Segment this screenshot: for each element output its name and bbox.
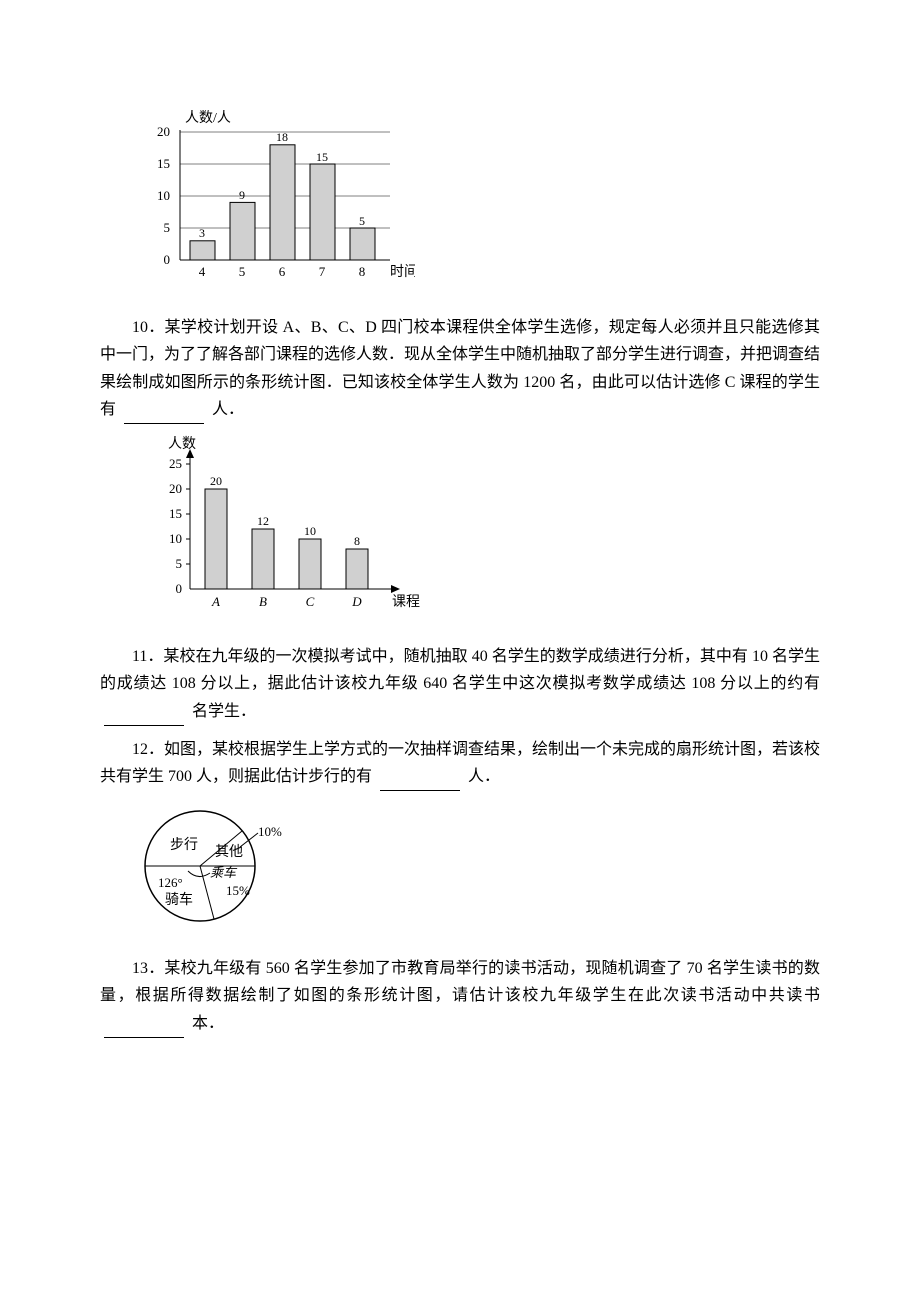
chart2-container: 人数 5 10 15 20 25 0 20 12 10 8 A B C D 课程 <box>130 434 820 628</box>
chart1-bar-label: 18 <box>276 130 288 144</box>
chart2-xtick: B <box>259 594 267 609</box>
chart1-bar <box>270 145 295 260</box>
q11-after: 名学生． <box>192 703 256 720</box>
chart1-ytick: 10 <box>157 188 170 203</box>
chart2-x-arrow <box>391 585 400 593</box>
pie-leader <box>240 833 258 847</box>
chart2-xtick: C <box>306 594 315 609</box>
chart1-xtick: 7 <box>319 264 326 279</box>
chart2-xtick: A <box>211 594 220 609</box>
q13-text: 13．某校九年级有 560 名学生参加了市教育局举行的读书活动，现随机调查了 7… <box>100 955 820 1038</box>
q11-text: 11．某校在九年级的一次模拟考试中，随机抽取 40 名学生的数学成绩进行分析，其… <box>100 643 820 726</box>
chart1-bar <box>230 202 255 260</box>
q10-text: 10．某学校计划开设 A、B、C、D 四门校本课程供全体学生选修，规定每人必须并… <box>100 314 820 424</box>
pie-car-pct: 15% <box>226 883 250 898</box>
q11-before: 11．某校在九年级的一次模拟考试中，随机抽取 40 名学生的数学成绩进行分析，其… <box>100 648 820 692</box>
chart2-svg: 人数 5 10 15 20 25 0 20 12 10 8 A B C D 课程 <box>130 434 430 619</box>
chart1-xtick: 5 <box>239 264 246 279</box>
chart1-svg: 人数/人 0 5 10 15 20 3 9 18 15 5 4 5 6 7 8 … <box>130 110 415 290</box>
chart1-x-label: 时间/时 <box>390 264 415 280</box>
chart2-x-label: 课程 <box>392 594 420 610</box>
chart3-container: 步行 其他 10% 乘车 126° 骑车 15% <box>130 801 820 940</box>
chart2-bar-label: 8 <box>354 534 360 548</box>
chart2-bar <box>346 549 368 589</box>
chart2-y-label: 人数 <box>168 436 196 452</box>
chart2-bar <box>252 529 274 589</box>
q13-after: 本． <box>192 1015 224 1032</box>
q13-before: 13．某校九年级有 560 名学生参加了市教育局举行的读书活动，现随机调查了 7… <box>100 960 820 1004</box>
chart1-xtick: 4 <box>199 264 206 279</box>
chart1-xtick: 6 <box>279 264 286 279</box>
chart3-svg: 步行 其他 10% 乘车 126° 骑车 15% <box>130 801 305 931</box>
chart2-ytick: 25 <box>169 456 182 471</box>
chart1-bar <box>310 164 335 260</box>
chart1-ytick: 15 <box>157 156 170 171</box>
q13-blank <box>104 1010 184 1038</box>
pie-walk-label: 步行 <box>170 837 198 853</box>
q12-blank <box>380 763 460 791</box>
chart1-bar <box>350 228 375 260</box>
chart1-bar-label: 5 <box>359 214 365 228</box>
chart2-bar-label: 20 <box>210 474 222 488</box>
chart2-bar-label: 12 <box>257 514 269 528</box>
chart2-bar <box>299 539 321 589</box>
q12-after: 人． <box>468 768 500 785</box>
q12-text: 12．如图，某校根据学生上学方式的一次抽样调查结果，绘制出一个未完成的扇形统计图… <box>100 736 820 791</box>
pie-bike-label: 骑车 <box>165 891 193 908</box>
chart1-ytick: 5 <box>164 220 171 235</box>
chart1-ytick: 0 <box>164 252 171 267</box>
chart1-y-label: 人数/人 <box>185 110 231 126</box>
q10-before: 10．某学校计划开设 A、B、C、D 四门校本课程供全体学生选修，规定每人必须并… <box>100 319 820 418</box>
chart2-bar-label: 10 <box>304 524 316 538</box>
chart1-bar <box>190 241 215 260</box>
chart1-ytick: 20 <box>157 124 170 139</box>
chart2-bar <box>205 489 227 589</box>
chart1-bar-label: 9 <box>239 188 245 202</box>
chart1-bar-label: 3 <box>199 226 205 240</box>
chart1-container: 人数/人 0 5 10 15 20 3 9 18 15 5 4 5 6 7 8 … <box>130 110 820 299</box>
pie-bus-label: 乘车 <box>210 865 238 880</box>
chart2-ytick: 20 <box>169 481 182 496</box>
chart2-ytick: 15 <box>169 506 182 521</box>
chart2-xtick: D <box>351 594 362 609</box>
q11-blank <box>104 698 184 726</box>
chart2-ytick: 5 <box>176 556 183 571</box>
q10-blank <box>124 396 204 424</box>
pie-other-label: 其他 <box>215 844 243 860</box>
pie-angle-label: 126° <box>158 875 183 890</box>
q10-after: 人． <box>212 401 244 418</box>
chart1-xtick: 8 <box>359 264 366 279</box>
chart2-ytick: 0 <box>176 581 183 596</box>
chart1-bar-label: 15 <box>316 150 328 164</box>
chart2-ytick: 10 <box>169 531 182 546</box>
pie-arc <box>188 871 210 877</box>
pie-other-pct: 10% <box>258 824 282 839</box>
